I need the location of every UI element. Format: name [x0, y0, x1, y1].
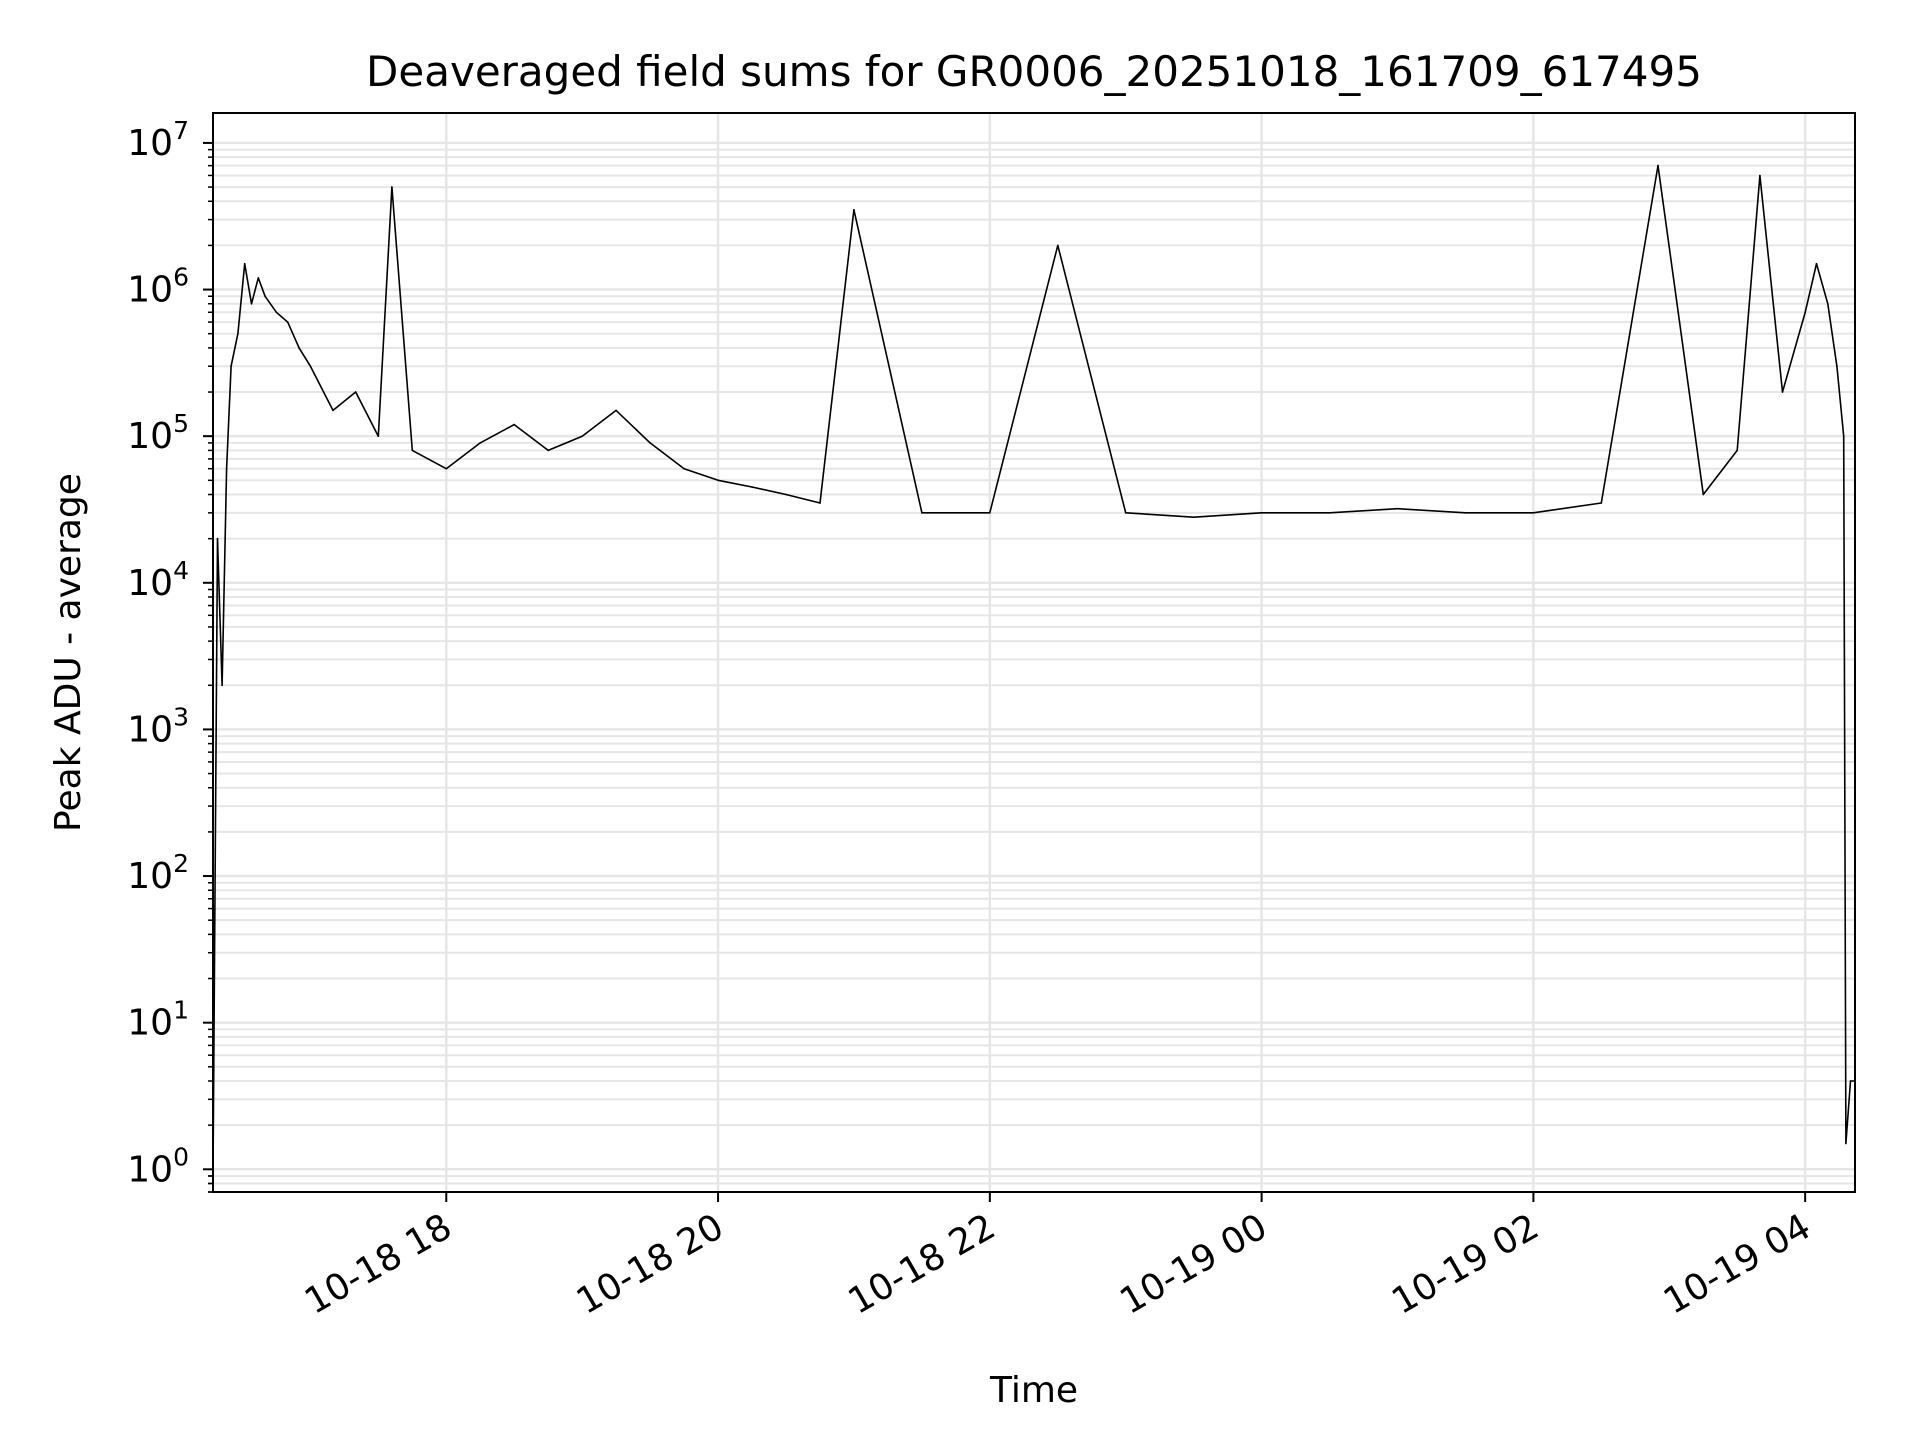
data-point	[683, 467, 685, 470]
data-point	[1600, 502, 1603, 504]
data-point	[1057, 244, 1059, 247]
data-point	[1396, 507, 1399, 510]
data-point	[479, 442, 482, 444]
data-point	[921, 512, 923, 514]
data-point	[243, 262, 246, 265]
data-point	[264, 295, 266, 298]
y-tick-label: 107	[127, 116, 189, 164]
data-point	[332, 409, 334, 412]
data-point	[819, 502, 821, 504]
x-axis-label: Time	[989, 1370, 1078, 1411]
y-axis-label: Peak ADU - average	[48, 473, 89, 832]
data-point	[785, 493, 787, 496]
data-point	[1759, 174, 1761, 177]
data-point	[1464, 512, 1467, 514]
x-tick-label: 10-18 18	[298, 1206, 459, 1322]
data-point	[1192, 516, 1195, 518]
chart-title: Deaveraged field sums for GR0006_2025101…	[366, 47, 1702, 96]
data-point	[581, 435, 583, 438]
data-point	[989, 512, 991, 514]
y-tick-label: 100	[127, 1142, 189, 1190]
data-point	[1815, 262, 1818, 265]
data-point	[853, 209, 855, 211]
y-tick-label: 103	[127, 702, 189, 750]
y-tick-label: 106	[127, 263, 189, 311]
data-point	[377, 435, 380, 438]
data-point	[1836, 365, 1838, 368]
data-point	[445, 467, 448, 470]
data-point	[1260, 512, 1263, 514]
y-tick-label: 101	[127, 996, 189, 1044]
y-tick-label: 105	[127, 409, 189, 457]
data-point	[1657, 164, 1659, 167]
x-tick-label: 10-18 22	[842, 1206, 1003, 1322]
data-point	[1849, 1080, 1852, 1082]
data-point	[257, 277, 260, 279]
data-point	[1842, 435, 1845, 438]
series-layer	[212, 164, 1856, 1177]
data-point	[225, 467, 228, 470]
data-point	[1532, 512, 1535, 514]
data-point	[649, 442, 651, 444]
data-point	[1781, 391, 1784, 393]
data-point	[309, 365, 312, 368]
data-point	[275, 311, 278, 314]
x-tick-label: 10-19 02	[1385, 1206, 1546, 1322]
data-point	[1124, 512, 1127, 514]
data-point	[547, 449, 549, 452]
data-point	[1736, 449, 1738, 452]
data-point	[717, 479, 719, 482]
data-point	[1804, 311, 1806, 314]
data-point	[221, 684, 223, 687]
data-point	[237, 332, 239, 335]
y-tick-label: 102	[127, 849, 189, 897]
grid-lines	[213, 113, 1855, 1193]
data-point	[1845, 1142, 1847, 1145]
data-point	[216, 537, 219, 540]
x-tick-label: 10-19 00	[1113, 1206, 1274, 1322]
plot-frame	[212, 112, 1856, 1193]
data-point	[250, 303, 253, 305]
series-line	[212, 164, 1855, 1177]
data-point	[391, 186, 393, 188]
data-point	[513, 423, 515, 426]
x-tick-label: 10-18 20	[570, 1206, 731, 1322]
x-tick-label: 10-19 04	[1657, 1206, 1818, 1322]
data-point	[615, 409, 617, 412]
data-point	[230, 365, 232, 368]
data-point	[411, 449, 414, 452]
data-point	[298, 347, 300, 349]
data-point	[286, 321, 289, 323]
data-point	[1827, 303, 1829, 305]
data-point	[354, 391, 357, 393]
data-point	[1328, 512, 1331, 514]
y-tick-label: 104	[127, 556, 189, 604]
data-point	[751, 486, 753, 488]
data-point	[1702, 493, 1705, 496]
